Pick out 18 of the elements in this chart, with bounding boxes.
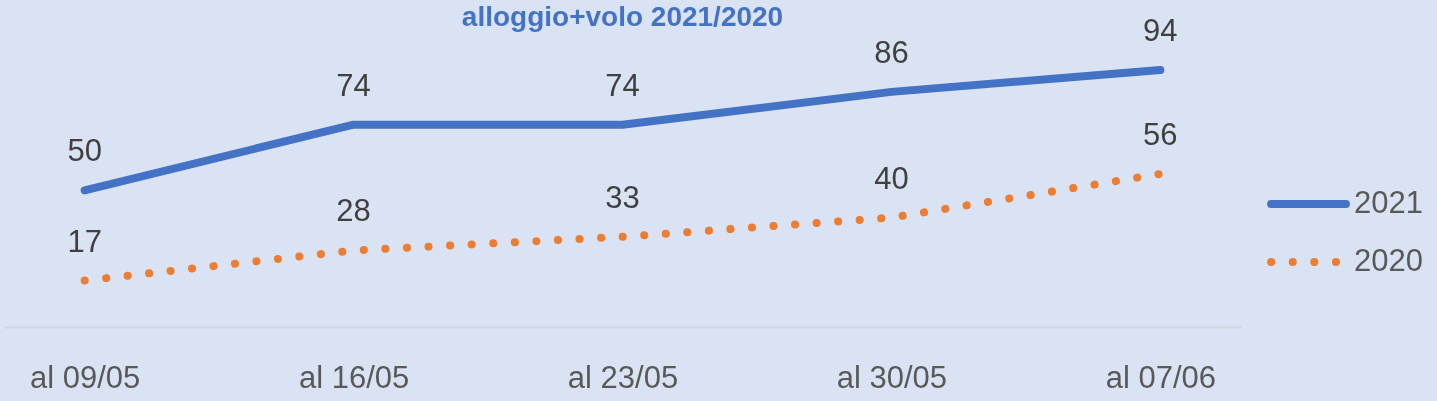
data-label: 74 [336,67,371,103]
legend-label: 2021 [1354,185,1423,221]
data-label: 56 [1143,116,1178,152]
x-tick-label: al 07/06 [1105,359,1216,395]
x-tick-label: al 09/05 [30,359,141,395]
data-label: 17 [67,223,102,259]
data-label: 50 [67,133,102,169]
x-tick-label: al 30/05 [836,359,948,395]
chart-title: alloggio+volo 2021/2020 [461,1,784,32]
data-label: 33 [605,179,640,215]
data-label: 86 [874,34,909,70]
x-tick-label: al 16/05 [298,359,410,395]
data-label: 94 [1143,13,1178,48]
legend-label: 2020 [1354,243,1423,279]
data-label: 40 [874,160,909,196]
x-tick-label: al 23/05 [567,359,679,395]
data-label: 28 [336,193,371,229]
data-label: 74 [605,67,640,103]
